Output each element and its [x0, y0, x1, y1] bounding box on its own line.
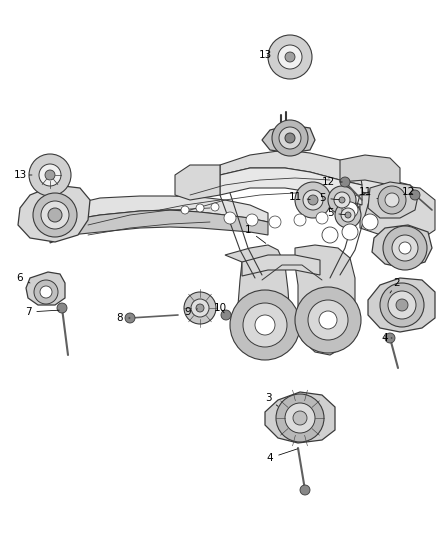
Polygon shape [368, 278, 435, 332]
Polygon shape [372, 225, 432, 268]
Ellipse shape [334, 192, 350, 208]
Polygon shape [225, 245, 290, 355]
Polygon shape [340, 155, 400, 188]
Ellipse shape [396, 299, 408, 311]
Ellipse shape [39, 164, 61, 186]
Ellipse shape [342, 224, 358, 240]
Ellipse shape [224, 212, 236, 224]
Polygon shape [310, 178, 425, 208]
Polygon shape [360, 185, 435, 240]
Text: 4: 4 [267, 449, 297, 463]
Ellipse shape [385, 193, 399, 207]
Ellipse shape [308, 300, 348, 340]
Ellipse shape [255, 315, 275, 335]
Ellipse shape [342, 202, 358, 218]
Ellipse shape [308, 195, 318, 205]
Ellipse shape [45, 170, 55, 180]
Ellipse shape [246, 214, 258, 226]
Ellipse shape [328, 186, 356, 214]
Ellipse shape [340, 177, 350, 187]
Text: 12: 12 [401, 187, 415, 197]
Polygon shape [220, 150, 362, 185]
Ellipse shape [378, 186, 406, 214]
Text: 6: 6 [17, 273, 30, 283]
Ellipse shape [269, 216, 281, 228]
Text: 1: 1 [245, 225, 266, 244]
Ellipse shape [211, 203, 219, 211]
Ellipse shape [345, 212, 351, 218]
Ellipse shape [392, 235, 418, 261]
Ellipse shape [388, 291, 416, 319]
Ellipse shape [268, 35, 312, 79]
Ellipse shape [293, 411, 307, 425]
Ellipse shape [399, 242, 411, 254]
Ellipse shape [410, 190, 420, 200]
Text: 3: 3 [265, 393, 278, 406]
Polygon shape [50, 210, 268, 243]
Polygon shape [295, 245, 355, 355]
Text: 12: 12 [321, 177, 342, 187]
Polygon shape [18, 185, 90, 242]
Text: 11: 11 [288, 192, 310, 202]
Ellipse shape [285, 403, 315, 433]
Ellipse shape [335, 202, 361, 228]
Polygon shape [368, 182, 418, 218]
Ellipse shape [303, 190, 323, 210]
Ellipse shape [383, 226, 427, 270]
Ellipse shape [272, 120, 308, 156]
Text: 11: 11 [358, 187, 378, 199]
Text: 4: 4 [381, 333, 392, 343]
Ellipse shape [300, 485, 310, 495]
Ellipse shape [385, 333, 395, 343]
Text: 8: 8 [117, 313, 130, 323]
Text: 2: 2 [390, 278, 400, 293]
Text: 13: 13 [258, 50, 272, 60]
Text: 10: 10 [213, 303, 226, 313]
Ellipse shape [285, 52, 295, 62]
Ellipse shape [362, 214, 378, 230]
Polygon shape [220, 168, 362, 205]
Ellipse shape [191, 299, 209, 317]
Ellipse shape [316, 212, 328, 224]
Ellipse shape [40, 286, 52, 298]
Ellipse shape [322, 227, 338, 243]
Ellipse shape [339, 197, 345, 203]
Ellipse shape [181, 206, 189, 214]
Ellipse shape [278, 45, 302, 69]
Ellipse shape [221, 310, 231, 320]
Ellipse shape [29, 154, 71, 196]
Text: 5: 5 [319, 193, 339, 203]
Polygon shape [262, 125, 315, 153]
Ellipse shape [276, 394, 324, 442]
Ellipse shape [285, 133, 295, 143]
Polygon shape [242, 255, 320, 276]
Ellipse shape [319, 311, 337, 329]
Ellipse shape [196, 304, 204, 312]
Polygon shape [265, 392, 335, 443]
Ellipse shape [184, 292, 216, 324]
Ellipse shape [125, 313, 135, 323]
Ellipse shape [48, 208, 62, 222]
Polygon shape [310, 192, 425, 222]
Ellipse shape [279, 127, 301, 149]
Ellipse shape [57, 303, 67, 313]
Text: 9: 9 [185, 307, 198, 317]
Polygon shape [26, 272, 65, 305]
Ellipse shape [295, 287, 361, 353]
Ellipse shape [196, 204, 204, 212]
Ellipse shape [230, 290, 300, 360]
Polygon shape [50, 196, 268, 230]
Ellipse shape [294, 214, 306, 226]
Polygon shape [175, 165, 220, 200]
Ellipse shape [380, 283, 424, 327]
Ellipse shape [243, 303, 287, 347]
Text: 5: 5 [327, 208, 345, 218]
Text: 13: 13 [14, 170, 32, 180]
Ellipse shape [34, 280, 58, 304]
Ellipse shape [41, 201, 69, 229]
Text: 7: 7 [25, 307, 59, 317]
Ellipse shape [341, 208, 355, 222]
Ellipse shape [33, 193, 77, 237]
Ellipse shape [295, 182, 331, 218]
